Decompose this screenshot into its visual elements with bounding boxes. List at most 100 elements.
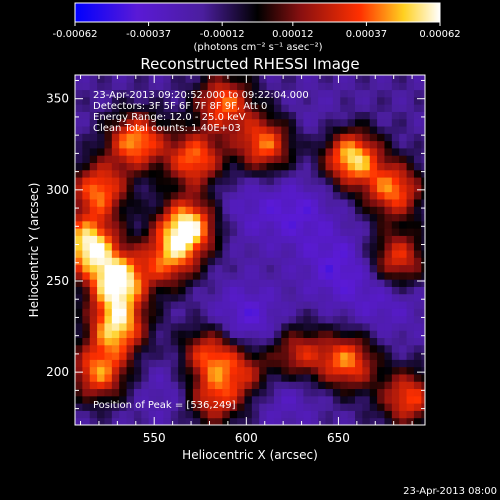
heatmap-cell [303,82,312,91]
heatmap-cell [369,147,378,156]
heatmap-cell [148,184,157,193]
heatmap-cell [89,118,98,127]
heatmap-cell [273,198,282,207]
heatmap-cell [133,344,142,353]
heatmap-cell [229,293,238,302]
heatmap-cell [266,82,275,91]
heatmap-cell [288,417,297,425]
heatmap-cell [141,373,150,382]
heatmap-cell [391,89,400,98]
heatmap-cell [406,366,415,375]
heatmap-cell [325,213,334,222]
heatmap-cell [399,177,408,185]
heatmap-cell [178,417,187,425]
heatmap-cell [141,213,150,222]
heatmap-cell [347,155,356,163]
heatmap-cell [384,257,393,266]
heatmap-cell [288,373,297,382]
heatmap-cell [421,198,425,207]
heatmap-cell [332,177,341,185]
heatmap-cell [413,242,422,251]
heatmap-cell [133,126,142,134]
heatmap-cell [369,169,378,178]
heatmap-cell [148,417,157,425]
heatmap-cell [156,111,164,120]
heatmap-cell [406,235,415,244]
heatmap-cell [251,213,260,222]
heatmap-cell [200,381,209,390]
heatmap-cell [362,322,371,331]
heatmap-cell [111,293,120,302]
heatmap-cell [244,279,253,287]
heatmap-cell [222,388,231,397]
heatmap-cell [413,403,422,411]
heatmap-cell [391,271,400,280]
heatmap-cell [222,228,231,236]
heatmap-cell [406,381,415,390]
heatmap-cell [340,140,349,149]
heatmap-cell [237,366,245,375]
heatmap-cell [133,155,142,163]
heatmap-cell [288,82,297,91]
heatmap-cell [111,337,120,346]
heatmap-cell [229,381,238,390]
heatmap-cell [355,82,363,91]
heatmap-cell [406,403,415,411]
heatmap-cell [288,162,297,171]
heatmap-cell [406,308,415,317]
heatmap-cell [222,250,231,258]
x-tick-label: 550 [143,431,166,445]
heatmap-cell [229,242,238,251]
heatmap-cell [82,337,91,346]
heatmap-cell [281,75,290,83]
heatmap-cell [97,169,105,178]
heatmap-cell [200,301,209,309]
heatmap-cell [111,373,120,382]
heatmap-cell [82,352,91,360]
heatmap-cell [296,191,304,200]
heatmap-cell [119,184,128,193]
heatmap-cell [340,213,349,222]
y-axis-label: Heliocentric Y (arcsec) [27,183,41,318]
heatmap-cell [391,213,400,222]
heatmap-cell [369,359,378,368]
heatmap-cell [303,308,312,317]
heatmap-cell [362,235,371,244]
heatmap-cell [318,308,327,317]
heatmap-cell [369,417,378,425]
heatmap-cell [406,111,415,120]
heatmap-cell [310,111,319,120]
heatmap-cell [82,264,91,273]
heatmap-cell [310,250,319,258]
heatmap-cell [377,257,385,266]
heatmap-cell [178,191,187,200]
heatmap-cell [111,264,120,273]
heatmap-cell [377,279,385,287]
heatmap-cell [229,410,238,419]
heatmap-cell [377,82,385,91]
heatmap-cell [384,177,393,185]
heatmap-cell [178,220,187,229]
heatmap-cell [82,206,91,215]
heatmap-cell [119,366,128,375]
heatmap-cell [399,75,408,83]
heatmap-cell [111,417,120,425]
heatmap-cell [355,279,363,287]
heatmap-cell [266,75,275,83]
heatmap-cell [229,96,238,105]
heatmap-cell [156,279,164,287]
heatmap-cell [399,155,408,163]
heatmap-cell [111,388,120,397]
heatmap-cell [384,337,393,346]
heatmap-cell [126,147,135,156]
heatmap-cell [104,366,113,375]
heatmap-cell [126,395,135,404]
heatmap-cell [237,147,245,156]
heatmap-cell [133,417,142,425]
heatmap-cell [369,344,378,353]
heatmap-cell [310,242,319,251]
heatmap-cell [104,228,113,236]
heatmap-cell [111,308,120,317]
heatmap-cell [281,118,290,127]
heatmap-cell [133,388,142,397]
